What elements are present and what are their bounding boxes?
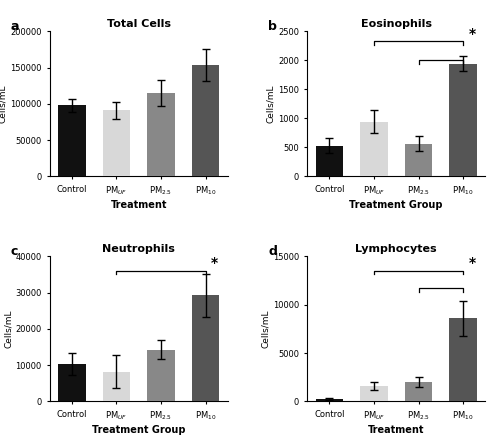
- Y-axis label: Cells/mL: Cells/mL: [261, 310, 270, 348]
- X-axis label: Treatment Group: Treatment Group: [350, 200, 443, 210]
- Bar: [404, 382, 432, 401]
- Bar: [316, 146, 343, 176]
- Text: b: b: [268, 20, 278, 33]
- Text: d: d: [268, 244, 278, 258]
- Title: Neutrophils: Neutrophils: [102, 244, 175, 254]
- Bar: [316, 399, 343, 401]
- Text: c: c: [11, 244, 18, 258]
- Text: *: *: [468, 27, 475, 41]
- Bar: [360, 386, 388, 401]
- X-axis label: Treatment: Treatment: [368, 425, 424, 435]
- Y-axis label: Cells/mL: Cells/mL: [4, 310, 13, 348]
- X-axis label: Treatment Group: Treatment Group: [92, 425, 186, 435]
- X-axis label: Treatment: Treatment: [110, 200, 167, 210]
- Y-axis label: Cells/mL: Cells/mL: [0, 85, 8, 123]
- Bar: [450, 64, 477, 176]
- Bar: [450, 318, 477, 401]
- Bar: [404, 144, 432, 176]
- Y-axis label: Cells/mL: Cells/mL: [266, 85, 276, 123]
- Title: Lymphocytes: Lymphocytes: [356, 244, 437, 254]
- Text: *: *: [211, 256, 218, 270]
- Bar: [147, 93, 175, 176]
- Bar: [58, 364, 86, 401]
- Bar: [102, 110, 130, 176]
- Bar: [192, 65, 220, 176]
- Bar: [192, 295, 220, 401]
- Title: Total Cells: Total Cells: [107, 19, 171, 29]
- Bar: [147, 350, 175, 401]
- Title: Eosinophils: Eosinophils: [360, 19, 432, 29]
- Text: a: a: [11, 20, 20, 33]
- Bar: [58, 105, 86, 176]
- Bar: [102, 372, 130, 401]
- Bar: [360, 122, 388, 176]
- Text: *: *: [468, 256, 475, 270]
